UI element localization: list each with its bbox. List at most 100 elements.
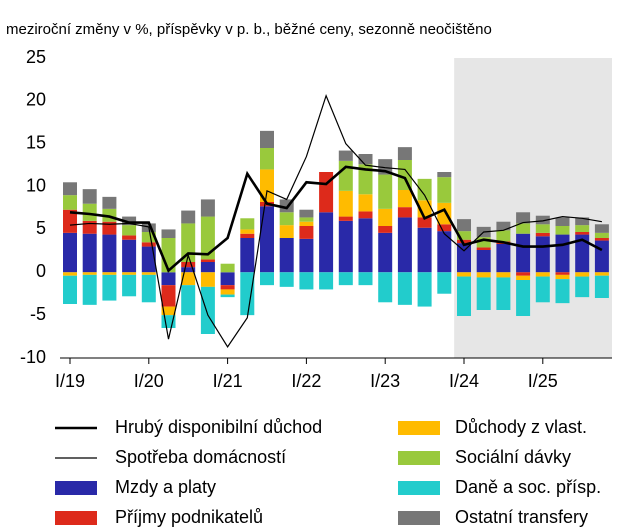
bar (457, 276, 471, 316)
bar (102, 274, 117, 301)
bar (535, 276, 550, 303)
bar (338, 150, 353, 161)
bar (63, 275, 77, 304)
bar (496, 221, 511, 231)
bar (299, 238, 314, 273)
bar (200, 272, 215, 287)
bar (555, 217, 570, 226)
bar (496, 230, 511, 242)
bar (299, 209, 314, 218)
bar (141, 272, 156, 275)
x-tick-label: I/24 (449, 371, 479, 391)
bar (161, 285, 176, 307)
bar (338, 272, 353, 286)
bar (457, 239, 471, 244)
bar (200, 199, 215, 217)
bar (437, 172, 452, 178)
bar (102, 272, 117, 275)
legend-swatch (55, 511, 97, 525)
bar (476, 247, 491, 250)
bar (122, 239, 137, 273)
bar (141, 242, 156, 247)
bar (516, 280, 531, 316)
legend-label: Příjmy podnikatelů (115, 507, 263, 527)
y-tick-label: 25 (26, 47, 46, 67)
bar (437, 177, 452, 203)
bar (575, 234, 590, 273)
bar (358, 218, 373, 273)
bar (378, 232, 393, 273)
bar (378, 174, 393, 209)
bar (358, 211, 373, 219)
bar (240, 218, 255, 230)
bar (496, 277, 511, 310)
legend-swatch (398, 511, 440, 525)
bar (260, 206, 274, 273)
bar (181, 285, 196, 316)
chart-subtitle: meziroční změny v %, příspěvky v p. b., … (6, 21, 492, 38)
x-tick-label: I/22 (291, 371, 321, 391)
bar (378, 208, 393, 226)
bar (594, 224, 609, 233)
line-series (69, 93, 603, 348)
bar (516, 212, 531, 224)
bar (161, 272, 176, 286)
bar (260, 130, 274, 148)
bar (594, 272, 609, 276)
y-tick-label: 0 (36, 261, 46, 281)
bar (122, 274, 137, 297)
bar (200, 259, 215, 262)
bar (279, 212, 294, 226)
bar (476, 250, 491, 273)
legend-label: Spotřeba domácností (115, 447, 286, 467)
bar (181, 272, 196, 286)
bar (122, 272, 137, 275)
x-tick-label: I/23 (370, 371, 400, 391)
bar (141, 232, 156, 243)
bar (594, 232, 609, 238)
bar (417, 178, 432, 201)
bar (516, 233, 531, 273)
bar (161, 229, 176, 238)
legend-label: Sociální dávky (455, 447, 571, 467)
bar (220, 272, 235, 286)
bar (417, 227, 432, 273)
bar (476, 277, 491, 310)
bar (338, 190, 353, 217)
legend-swatch (398, 421, 440, 435)
bar (63, 272, 77, 276)
bar (397, 147, 412, 160)
bar (378, 272, 393, 303)
bar (122, 225, 137, 236)
bar (82, 203, 97, 221)
bar (555, 279, 570, 304)
bar (516, 272, 531, 276)
x-tick-label: I/25 (528, 371, 558, 391)
bar (555, 272, 570, 275)
bar (181, 262, 196, 268)
bar (82, 220, 97, 234)
bar (397, 272, 412, 305)
bar (122, 216, 137, 226)
bar (535, 232, 550, 237)
legend-label: Daně a soc. přísp. (455, 477, 601, 497)
bar (575, 276, 590, 298)
bar (358, 164, 373, 195)
legend-label: Ostatní transfery (455, 507, 588, 527)
bar (299, 221, 314, 226)
y-tick-label: -5 (30, 304, 46, 324)
y-tick-label: 10 (26, 175, 46, 195)
bar (63, 209, 77, 233)
legend-swatch (398, 481, 440, 495)
bar (496, 272, 511, 278)
bar (122, 235, 137, 240)
bar (181, 210, 196, 224)
bar (319, 212, 334, 273)
bar (299, 272, 314, 290)
bar (279, 272, 294, 287)
bar (457, 231, 471, 240)
legend-label: Mzdy a platy (115, 477, 216, 497)
bar (476, 272, 491, 278)
bar (240, 238, 255, 273)
